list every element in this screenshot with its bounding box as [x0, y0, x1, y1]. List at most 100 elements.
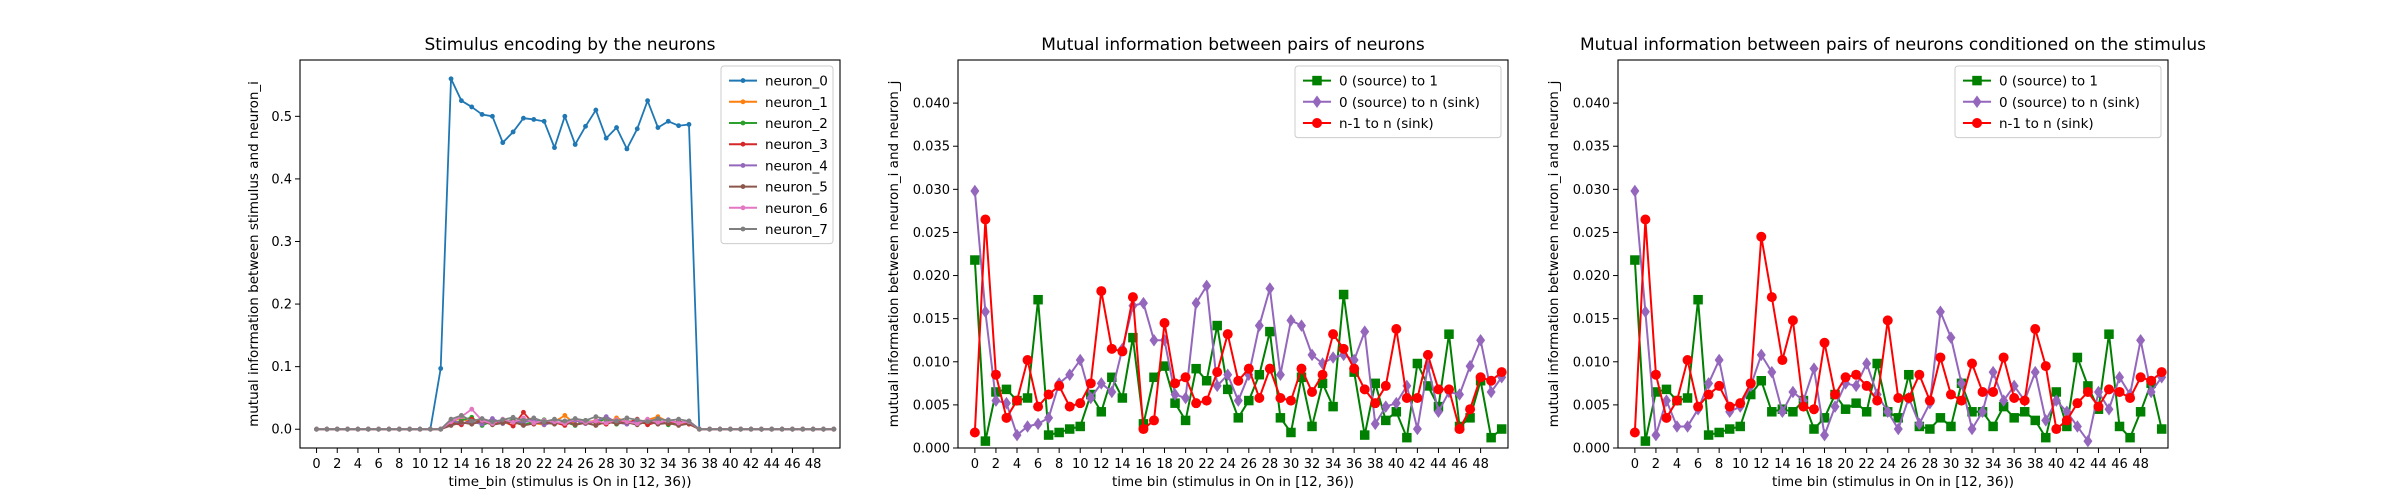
- data-point: [1128, 332, 1138, 343]
- legend-label: neuron_6: [765, 201, 828, 217]
- data-point: [1043, 430, 1054, 440]
- data-point: [479, 112, 485, 117]
- data-point: [1630, 255, 1640, 265]
- x-tick-label: 8: [1055, 457, 1063, 472]
- data-point: [707, 426, 713, 432]
- data-point: [1883, 405, 1893, 419]
- data-point: [1978, 405, 1988, 419]
- data-point: [1044, 411, 1054, 425]
- data-point: [1022, 393, 1033, 403]
- data-point: [2041, 432, 2051, 443]
- x-tick-label: 16: [1135, 457, 1152, 472]
- data-point: [1851, 379, 1861, 393]
- data-point: [1181, 391, 1191, 405]
- data-point: [1328, 401, 1338, 412]
- data-point: [469, 406, 475, 412]
- data-point: [1170, 388, 1180, 401]
- data-point: [1170, 378, 1181, 389]
- x-tick-label: 42: [743, 457, 760, 472]
- data-point: [521, 423, 526, 428]
- data-point: [1893, 392, 1904, 403]
- data-point: [1872, 395, 1883, 406]
- data-point: [2103, 384, 2114, 395]
- x-tick-label: 46: [2111, 457, 2128, 472]
- x-tick-label: 24: [1879, 457, 1896, 472]
- y-axis-title: mutual information between neuron_i and …: [1546, 81, 1562, 428]
- data-point: [1808, 404, 1819, 415]
- data-point: [386, 426, 392, 432]
- data-point: [458, 413, 464, 418]
- x-tick-label: 28: [598, 457, 615, 472]
- x-tick-label: 4: [1673, 457, 1681, 472]
- data-point: [1683, 420, 1693, 433]
- data-point: [1265, 326, 1275, 337]
- data-point: [552, 145, 557, 151]
- data-point: [1222, 329, 1233, 340]
- y-tick-label: 0.4: [271, 172, 292, 187]
- data-point: [634, 417, 640, 423]
- data-point: [1693, 294, 1703, 305]
- y-tick-label: 0.035: [913, 140, 950, 155]
- data-point: [593, 414, 599, 420]
- data-point: [438, 366, 444, 371]
- legend-box: [1294, 65, 1502, 139]
- legend: 0 (source) to 1 0 (source) to n (sink) n-1…: [1954, 65, 2162, 139]
- legend-label: 0 (source) to n (sink): [1339, 95, 1480, 111]
- y-tick-label: 0.5: [271, 110, 292, 125]
- data-point: [1243, 363, 1254, 374]
- data-point: [969, 427, 980, 438]
- data-point: [2030, 324, 2041, 335]
- data-point: [1317, 378, 1328, 389]
- data-point: [1191, 363, 1201, 374]
- legend-box: [1954, 65, 2162, 139]
- y-tick-label: 0.010: [1573, 355, 1610, 370]
- legend-label: n-1 to n (sink): [1339, 116, 1434, 132]
- data-point: [1914, 417, 1924, 431]
- data-point: [1956, 377, 1966, 390]
- data-point: [634, 126, 640, 132]
- data-point: [1127, 292, 1138, 303]
- x-tick-label: 2: [992, 457, 1000, 472]
- data-point: [1422, 349, 1433, 360]
- x-axis-title: time bin (stimulus in On in [12, 36)): [1112, 474, 1354, 490]
- x-tick-label: 44: [763, 457, 780, 472]
- data-point: [1212, 367, 1223, 378]
- data-point: [1001, 412, 1012, 423]
- data-point: [1476, 333, 1486, 347]
- data-point: [2104, 329, 2114, 339]
- data-point: [1254, 392, 1265, 403]
- data-point: [603, 420, 609, 426]
- legend-label: 0 (source) to 1: [1339, 74, 1438, 90]
- x-tick-label: 34: [1985, 457, 2002, 472]
- x-tick-label: 38: [2027, 457, 2044, 472]
- data-point: [1233, 375, 1244, 386]
- data-point: [1096, 377, 1106, 390]
- data-point: [2030, 365, 2040, 379]
- data-point: [1191, 398, 1202, 409]
- data-point: [1650, 369, 1661, 380]
- plot-area: [1629, 184, 2167, 448]
- y-tick-label: 0.000: [1573, 442, 1610, 457]
- data-point: [1735, 398, 1746, 409]
- data-point: [1275, 368, 1285, 381]
- data-point: [1651, 428, 1661, 442]
- x-tick-label: 18: [1156, 457, 1173, 472]
- data-point: [1033, 401, 1044, 412]
- data-point: [510, 129, 516, 135]
- y-tick-label: 0.025: [1573, 226, 1610, 241]
- data-point: [2019, 395, 2030, 406]
- data-point: [1999, 394, 2009, 407]
- data-point: [1148, 415, 1159, 426]
- data-point: [1486, 385, 1496, 399]
- chart-title: Stimulus encoding by the neurons: [425, 35, 716, 55]
- y-tick-label: 0.015: [913, 312, 950, 327]
- data-point: [2083, 381, 2093, 391]
- x-tick-label: 12: [1753, 457, 1770, 472]
- data-point: [1180, 372, 1191, 383]
- x-tick-label: 20: [1177, 457, 1194, 472]
- data-point: [1107, 372, 1117, 383]
- data-point: [1328, 351, 1338, 364]
- data-point: [634, 421, 640, 427]
- data-point: [1096, 286, 1107, 297]
- data-point: [334, 426, 340, 432]
